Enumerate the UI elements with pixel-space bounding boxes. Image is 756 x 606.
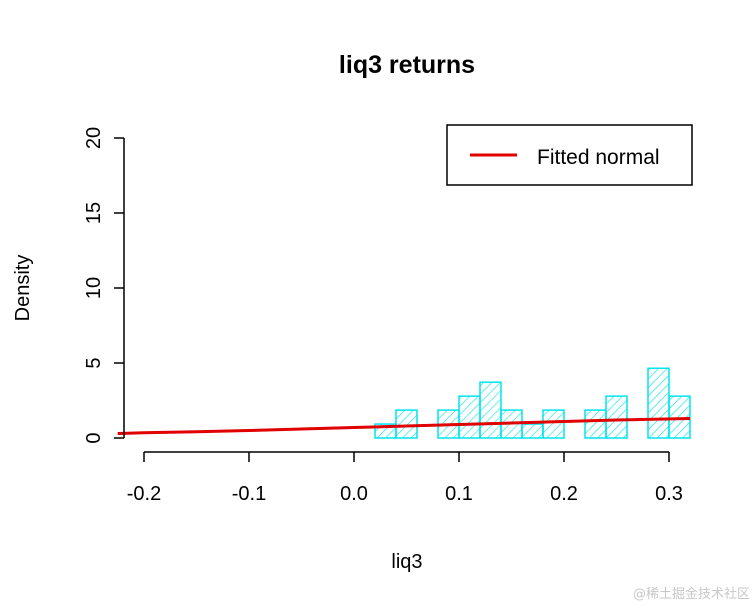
histogram-bar (668, 395, 691, 439)
y-tick-label: 15 (83, 202, 105, 224)
fitted-normal-line (117, 417, 691, 435)
histogram-bar (647, 367, 670, 439)
x-tick-label: -0.2 (127, 483, 161, 505)
watermark: @稀土掘金技术社区 (632, 587, 750, 602)
x-axis-label: liq3 (391, 551, 422, 573)
legend: Fitted normal (446, 124, 693, 186)
histogram-bar (542, 409, 565, 439)
y-tick-label: 5 (83, 357, 105, 368)
histogram-bar (479, 381, 502, 439)
x-tick-label: 0.1 (445, 483, 473, 505)
y-tick-label: 20 (83, 127, 105, 149)
legend-label-fitted-normal: Fitted normal (537, 146, 660, 169)
x-tick-label: 0.3 (655, 483, 683, 505)
histogram-bar (395, 409, 418, 439)
histogram-bar (584, 409, 607, 439)
y-axis-label: Density (12, 255, 34, 322)
y-axis: 0 5 10 15 20 (83, 127, 125, 444)
histogram-bars (374, 367, 691, 439)
histogram-bar (458, 395, 481, 439)
x-tick-label: 0.0 (340, 483, 368, 505)
y-tick-label: 10 (83, 277, 105, 299)
x-tick-label: -0.1 (232, 483, 266, 505)
histogram-bar (605, 395, 628, 439)
x-axis: -0.2 -0.1 0.0 0.1 0.2 0.3 (127, 451, 683, 505)
histogram-bar (521, 423, 544, 439)
y-tick-label: 0 (83, 432, 105, 443)
x-tick-label: 0.2 (550, 483, 578, 505)
chart-title: liq3 returns (339, 51, 475, 79)
